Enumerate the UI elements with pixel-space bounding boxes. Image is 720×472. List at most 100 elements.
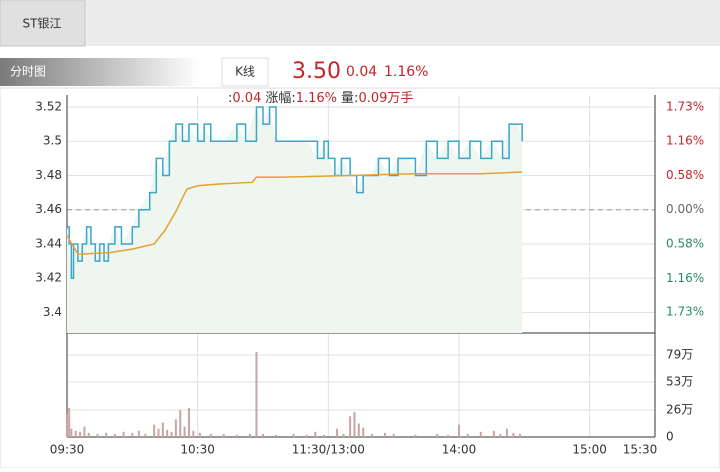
info-row: :0.04 涨幅:1.16% 量:0.09万手: [228, 91, 413, 106]
kline-label: K线: [235, 65, 255, 79]
volume-bar: [499, 433, 502, 437]
volume-bar: [122, 431, 125, 437]
y2-tick-label: 0.00%: [666, 202, 704, 216]
volume-tick-label: 53万: [666, 374, 693, 388]
volume-bar: [370, 433, 373, 437]
y-tick-label: 3.42: [35, 271, 62, 285]
info-item: 涨幅:: [265, 91, 295, 106]
volume-bar: [292, 433, 295, 437]
volume-bar: [357, 423, 360, 437]
volume-tick-label: 0: [666, 430, 674, 444]
volume-bar: [70, 428, 73, 437]
volume-bar: [479, 431, 482, 437]
volume-bar: [466, 433, 469, 437]
average-line: [66, 171, 523, 256]
volume-bar: [342, 433, 345, 437]
y2-tick-label: 1.16%: [666, 133, 704, 147]
volume-bar: [262, 433, 264, 437]
volume-bar: [157, 428, 160, 437]
volume-tick-label: 26万: [666, 402, 693, 416]
y2-tick-label: 1.16%: [666, 271, 704, 285]
top-bar: [0, 0, 720, 46]
volume-bar: [83, 426, 86, 437]
volume-bar: [314, 431, 317, 437]
minute-tab[interactable]: [0, 58, 200, 86]
volume-bar: [458, 424, 460, 437]
volume-bar: [153, 424, 156, 437]
stock-tab[interactable]: [0, 0, 86, 47]
y-tick-label: 3.48: [35, 168, 62, 182]
x-tick-label: 15:00: [572, 443, 607, 457]
volume-bar: [235, 434, 238, 437]
volume-bar: [87, 432, 90, 437]
x-tick-label: 11:30/13:00: [292, 443, 365, 457]
y2-tick-label: 1.73%: [666, 305, 704, 319]
volume-bar: [187, 407, 190, 437]
volume-bar: [113, 433, 116, 437]
volume-bar: [166, 429, 169, 437]
volume-bar: [198, 432, 201, 437]
info-item: 1.16%: [296, 91, 337, 106]
stock-tab-label: ST银江: [23, 17, 62, 31]
volume-bar: [183, 426, 186, 437]
volume-bar: [66, 414, 68, 437]
volume-bar: [248, 433, 251, 437]
x-tick-label: 09:30: [50, 443, 85, 457]
volume-bar: [512, 432, 515, 437]
volume-bar: [192, 430, 195, 437]
volume-bar: [518, 433, 521, 437]
volume-bar: [96, 433, 99, 437]
y-tick-label: 3.52: [35, 99, 62, 113]
price-area: [67, 106, 523, 333]
info-item: 0.09万手: [358, 91, 413, 106]
volume-bar: [255, 351, 258, 437]
volume-bar: [305, 434, 308, 437]
y-tick-label: 3.4: [43, 305, 62, 319]
minute-tab-label: 分时图: [10, 65, 46, 79]
volume-bar: [161, 422, 164, 437]
volume-bar: [322, 434, 325, 437]
y-tick-label: 3.46: [35, 202, 62, 216]
volume-bar: [275, 434, 278, 437]
volume-bar: [505, 428, 508, 437]
y-tick-label: 3.5: [43, 134, 62, 148]
volume-bar: [137, 430, 140, 437]
volume-bar: [105, 432, 108, 437]
volume-bar: [414, 434, 417, 437]
volume-tick-label: 79万: [666, 347, 693, 361]
volume-bar: [353, 412, 356, 437]
volume-bar: [392, 433, 395, 437]
volume-bar: [349, 416, 352, 437]
volume-bar: [174, 419, 177, 437]
y2-tick-label: 0.58%: [666, 168, 704, 182]
volume-bar: [447, 434, 450, 437]
volume-bar: [492, 430, 495, 437]
change: 0.04: [346, 64, 377, 80]
volume-bar: [179, 409, 182, 437]
volume-bar: [74, 430, 77, 437]
price-line: [67, 106, 523, 279]
volume-bar: [383, 432, 386, 437]
x-tick-label: 15:30: [623, 443, 658, 457]
kline-button[interactable]: [221, 57, 269, 87]
x-tick-label: 10:30: [180, 443, 215, 457]
volume-bar: [336, 428, 339, 437]
info-item: :: [228, 91, 232, 106]
volume-bar: [170, 431, 173, 437]
price: 3.50: [292, 59, 341, 84]
volume-bar: [144, 433, 147, 437]
volume-bar: [362, 427, 365, 437]
volume-bar: [79, 431, 82, 437]
y2-tick-label: 0.58%: [666, 237, 704, 251]
y2-tick-label: 1.73%: [666, 100, 704, 114]
volume-bar: [436, 433, 439, 437]
volume-bar: [68, 407, 71, 437]
volume-bar: [209, 433, 212, 437]
volume-bar: [222, 433, 225, 437]
info-item: 0.04: [232, 91, 261, 106]
percent: 1.16%: [384, 64, 428, 80]
volume-bar: [131, 432, 134, 437]
info-item: 量:: [341, 91, 358, 106]
x-tick-label: 14:00: [442, 443, 477, 457]
